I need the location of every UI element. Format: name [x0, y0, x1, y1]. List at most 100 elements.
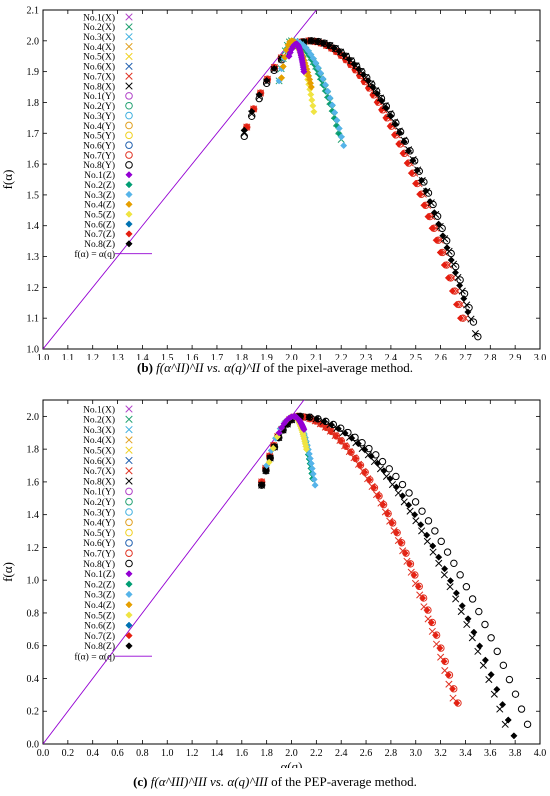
data-point — [417, 176, 426, 184]
data-point — [474, 647, 482, 655]
legend-marker — [125, 611, 133, 619]
legend: No.1(X)No.2(X)No.3(X)No.4(X)No.5(X)No.6(… — [74, 404, 152, 663]
legend-label: No.7(Y) — [83, 150, 115, 161]
chart-panel-b: 1.0 1.1 1.2 1.3 1.4 1.5 1.6 1.7 1.8 1.9 2.0 2.1 2.2 2… — [0, 0, 550, 375]
data-point — [412, 517, 420, 525]
legend-label: No.6(Z) — [84, 219, 115, 230]
x-tick-label: 1.2 — [186, 748, 199, 759]
data-point — [437, 644, 445, 652]
data-point — [415, 582, 423, 591]
legend-label: No.3(Z) — [84, 190, 115, 201]
legend-marker — [125, 642, 133, 650]
data-point — [499, 661, 508, 670]
data-point — [396, 129, 404, 137]
legend-label: No.2(X) — [83, 415, 115, 426]
data-point — [319, 75, 327, 83]
legend-marker — [125, 111, 133, 120]
legend-marker — [125, 23, 133, 31]
data-point — [435, 220, 443, 228]
data-point — [468, 595, 477, 603]
data-point — [402, 549, 410, 557]
legend-label: No.6(X) — [83, 456, 115, 467]
legend-label: No.4(X) — [83, 42, 115, 53]
x-tick-label: 1.5 — [161, 353, 174, 360]
x-tick-label: 2.8 — [484, 353, 497, 360]
data-point — [432, 236, 440, 244]
legend-label: No.3(X) — [83, 32, 115, 43]
data-point — [487, 671, 495, 679]
legend-label: No.1(X) — [83, 404, 115, 415]
legend-marker — [125, 487, 133, 496]
y-tick-label: 1.0 — [27, 345, 40, 356]
x-tick-label: 0.4 — [86, 748, 99, 759]
y-tick-label: 2.0 — [27, 412, 40, 423]
data-point — [379, 500, 388, 509]
data-point — [475, 607, 483, 616]
data-point — [314, 37, 322, 46]
legend-marker — [125, 528, 133, 537]
legend-marker — [125, 539, 133, 547]
x-tick-label: 3.8 — [509, 748, 522, 759]
data-point — [464, 615, 472, 623]
y-tick-label: 1.4 — [27, 510, 40, 521]
data-point — [326, 94, 334, 102]
data-point — [441, 657, 449, 666]
data-point — [355, 65, 363, 73]
x-tick-label: 2.9 — [509, 353, 522, 360]
data-point — [330, 44, 338, 52]
legend-marker — [125, 101, 133, 110]
data-point — [398, 480, 407, 489]
series-narrow-9 — [275, 412, 308, 437]
data-point — [380, 467, 388, 475]
data-point — [405, 501, 413, 509]
data-point — [378, 97, 386, 105]
legend-label: f(α) = α(q) — [74, 652, 115, 663]
data-point — [320, 39, 328, 47]
legend-label: No.7(Z) — [84, 631, 115, 642]
data-point — [359, 71, 367, 79]
caption-c-text: of the PEP-average method. — [267, 774, 417, 789]
data-point — [422, 187, 430, 195]
legend-marker — [125, 92, 133, 100]
data-point — [403, 159, 411, 167]
data-point — [511, 690, 520, 698]
legend-label: No.6(Z) — [84, 621, 115, 632]
legend-marker — [125, 415, 133, 423]
data-point — [307, 37, 315, 45]
data-point — [471, 330, 479, 338]
chart-c-svg: 0.0 0.2 0.4 0.6 0.8 1.0 1.2 1.4 1.6 1.8 2.0 2.2 2.4 2… — [0, 399, 546, 768]
data-point — [340, 51, 348, 59]
y-tick-label: 0.4 — [27, 674, 40, 685]
data-point — [240, 132, 248, 141]
data-point — [386, 475, 394, 483]
caption-b-text: of the pixel-average method. — [260, 360, 413, 375]
data-point — [317, 69, 325, 77]
data-point — [367, 452, 375, 460]
data-point — [436, 248, 444, 257]
legend-label: No.5(Z) — [84, 610, 115, 621]
data-point — [523, 720, 532, 729]
data-point — [440, 261, 448, 269]
legend-marker — [125, 518, 133, 527]
x-tick-label: 1.6 — [186, 353, 199, 360]
data-point — [325, 41, 333, 49]
data-point — [364, 77, 372, 85]
data-point — [340, 142, 348, 150]
data-point — [481, 620, 489, 629]
legend-marker — [125, 121, 133, 130]
x-axis-title: α(q) — [281, 759, 303, 768]
data-point — [394, 537, 402, 545]
data-point — [452, 589, 460, 597]
data-point — [356, 461, 365, 469]
legend-label: No.3(Y) — [83, 111, 115, 122]
data-point — [321, 81, 329, 89]
legend-marker — [125, 190, 133, 199]
data-point — [467, 315, 475, 323]
data-point — [309, 54, 317, 62]
legend-label: No.5(Y) — [83, 528, 115, 539]
x-tick-label: 1.4 — [136, 353, 149, 360]
x-tick-label: 1.2 — [86, 353, 99, 360]
x-tick-label: 1.9 — [260, 353, 273, 360]
y-tick-label: 0.0 — [27, 740, 40, 751]
legend-label: No.1(X) — [83, 12, 115, 23]
